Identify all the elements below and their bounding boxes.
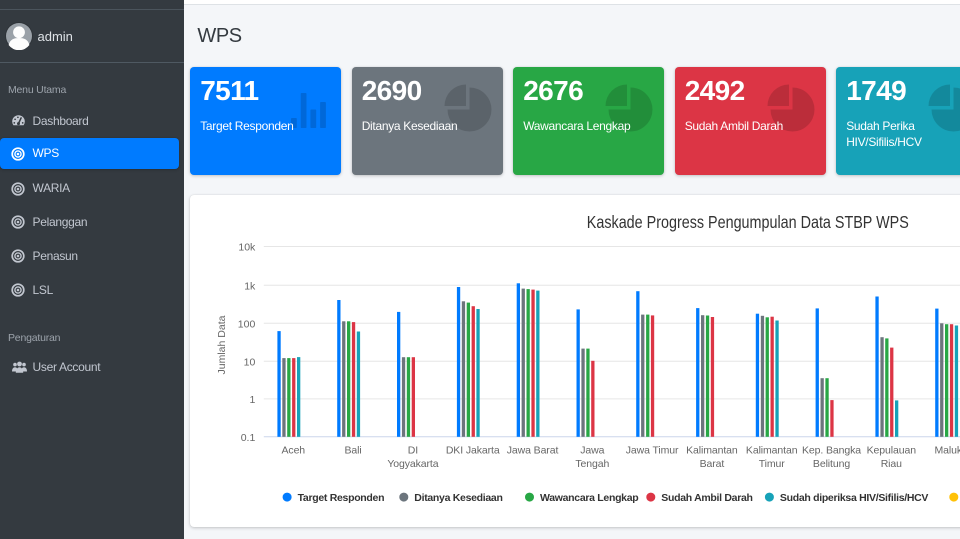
svg-text:10k: 10k <box>239 242 257 254</box>
svg-text:Jawa: Jawa <box>580 445 604 457</box>
svg-text:Belitung: Belitung <box>813 458 850 470</box>
svg-text:Kalimantan: Kalimantan <box>686 445 738 457</box>
svg-text:Timur: Timur <box>759 458 786 470</box>
svg-text:1k: 1k <box>244 281 256 293</box>
svg-text:Jumlah Data: Jumlah Data <box>216 316 228 375</box>
svg-text:Jawa Timur: Jawa Timur <box>626 445 679 457</box>
svg-text:Riau: Riau <box>881 458 902 470</box>
svg-text:Wawancara Lengkap: Wawancara Lengkap <box>540 492 638 504</box>
svg-text:Barat: Barat <box>700 458 725 470</box>
svg-text:100: 100 <box>238 319 256 331</box>
svg-text:Kep. Bangka: Kep. Bangka <box>802 445 861 457</box>
svg-text:Kaskade Progress Pengumpulan D: Kaskade Progress Pengumpulan Data STBP W… <box>587 212 909 232</box>
svg-text:Aceh: Aceh <box>282 445 306 457</box>
svg-text:10: 10 <box>244 357 256 369</box>
svg-text:1: 1 <box>250 394 256 406</box>
svg-text:Maluku: Maluku <box>935 445 960 457</box>
svg-text:Jawa Barat: Jawa Barat <box>507 445 559 457</box>
svg-text:0.1: 0.1 <box>241 432 256 444</box>
svg-text:Target Responden: Target Responden <box>298 492 385 504</box>
svg-text:Kalimantan: Kalimantan <box>746 445 798 457</box>
svg-text:Ditanya Kesediaan: Ditanya Kesediaan <box>414 492 502 504</box>
svg-text:Bali: Bali <box>345 445 362 457</box>
svg-text:Yogyakarta: Yogyakarta <box>388 458 439 470</box>
svg-text:Tengah: Tengah <box>576 458 610 470</box>
svg-text:Sudah diperiksa HIV/Sifilis/HC: Sudah diperiksa HIV/Sifilis/HCV <box>780 492 929 504</box>
svg-text:Sudah Ambil Darah: Sudah Ambil Darah <box>661 492 752 504</box>
svg-text:Kepulauan: Kepulauan <box>867 445 917 457</box>
svg-text:DI: DI <box>408 445 418 457</box>
svg-text:DKI Jakarta: DKI Jakarta <box>446 445 500 457</box>
